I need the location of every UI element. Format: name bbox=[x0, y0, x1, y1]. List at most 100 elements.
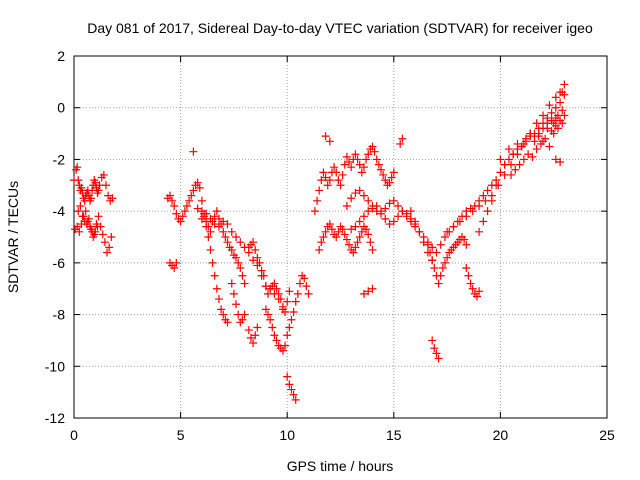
data-point bbox=[321, 227, 330, 236]
data-point bbox=[364, 287, 373, 296]
data-point bbox=[204, 233, 213, 241]
data-point bbox=[255, 258, 264, 267]
data-point bbox=[381, 176, 390, 185]
data-point bbox=[319, 233, 328, 241]
data-point bbox=[180, 207, 189, 216]
data-point bbox=[223, 238, 232, 247]
x-axis-label: GPS time / hours bbox=[287, 458, 394, 474]
data-point bbox=[428, 243, 437, 252]
data-point bbox=[276, 295, 285, 304]
data-point bbox=[257, 266, 266, 275]
data-point bbox=[359, 289, 368, 298]
data-point bbox=[236, 264, 245, 273]
data-point bbox=[291, 297, 300, 306]
data-point bbox=[475, 227, 484, 236]
data-point bbox=[411, 217, 420, 226]
data-point bbox=[200, 209, 209, 218]
data-point bbox=[74, 207, 83, 216]
x-tick-label: 25 bbox=[599, 427, 615, 443]
data-point bbox=[428, 336, 437, 345]
data-point bbox=[353, 238, 362, 247]
data-point bbox=[432, 349, 441, 358]
y-tick-label: -8 bbox=[53, 307, 66, 323]
data-point bbox=[206, 227, 215, 236]
data-point bbox=[509, 150, 518, 159]
data-point bbox=[543, 124, 552, 133]
data-point bbox=[232, 233, 241, 241]
data-point bbox=[377, 165, 386, 174]
data-point bbox=[511, 165, 520, 174]
y-tick-label: 0 bbox=[57, 100, 65, 116]
data-point bbox=[394, 212, 403, 221]
data-point bbox=[504, 155, 513, 164]
data-point bbox=[103, 248, 112, 257]
data-point bbox=[268, 323, 277, 332]
data-point bbox=[347, 194, 356, 203]
data-point bbox=[381, 214, 390, 223]
data-point bbox=[368, 284, 377, 293]
data-point bbox=[84, 214, 93, 223]
y-tick-label: -10 bbox=[45, 358, 65, 374]
data-point bbox=[526, 129, 535, 138]
data-point bbox=[304, 289, 313, 298]
data-point bbox=[272, 336, 281, 345]
data-point bbox=[436, 240, 445, 249]
data-point bbox=[278, 302, 287, 311]
data-point bbox=[534, 129, 543, 138]
data-point bbox=[176, 217, 185, 226]
data-point bbox=[551, 155, 560, 164]
data-point bbox=[325, 220, 334, 229]
data-point bbox=[524, 150, 533, 159]
data-point bbox=[462, 264, 471, 273]
data-point bbox=[345, 240, 354, 249]
data-point bbox=[530, 137, 539, 146]
y-tick-label: -4 bbox=[53, 203, 66, 219]
data-point bbox=[108, 194, 117, 203]
data-point bbox=[560, 80, 569, 89]
data-point bbox=[281, 341, 290, 350]
data-point bbox=[208, 217, 217, 226]
data-point bbox=[293, 289, 302, 298]
data-point bbox=[428, 256, 437, 265]
data-point bbox=[423, 240, 432, 249]
data-point bbox=[517, 142, 526, 151]
data-point bbox=[76, 201, 85, 210]
data-point bbox=[73, 222, 82, 231]
data-point bbox=[545, 101, 554, 110]
data-point bbox=[347, 225, 356, 234]
data-point bbox=[513, 139, 522, 148]
data-point bbox=[240, 310, 249, 319]
data-point bbox=[364, 150, 373, 159]
data-point bbox=[368, 204, 377, 213]
data-point bbox=[340, 230, 349, 239]
data-point bbox=[227, 227, 236, 236]
data-point bbox=[217, 220, 226, 229]
data-point bbox=[105, 243, 114, 252]
data-point bbox=[249, 238, 258, 247]
data-point bbox=[238, 271, 247, 280]
data-point bbox=[189, 186, 198, 195]
data-point bbox=[104, 191, 113, 200]
data-point bbox=[553, 124, 562, 133]
data-point bbox=[234, 258, 243, 267]
data-point bbox=[394, 201, 403, 210]
data-point bbox=[291, 395, 300, 404]
data-point bbox=[338, 225, 347, 234]
data-point bbox=[289, 390, 298, 399]
data-point bbox=[539, 111, 548, 120]
data-point bbox=[82, 220, 91, 229]
data-point bbox=[321, 132, 330, 141]
data-point bbox=[475, 287, 484, 296]
data-point bbox=[357, 168, 366, 177]
data-point bbox=[504, 145, 513, 154]
data-point bbox=[101, 181, 110, 190]
data-point bbox=[487, 196, 496, 205]
data-point bbox=[426, 248, 435, 257]
data-point bbox=[81, 207, 90, 216]
data-point bbox=[556, 88, 565, 97]
x-tick-label: 20 bbox=[493, 427, 509, 443]
data-point bbox=[357, 227, 366, 236]
data-point bbox=[483, 207, 492, 216]
data-point bbox=[94, 186, 103, 195]
